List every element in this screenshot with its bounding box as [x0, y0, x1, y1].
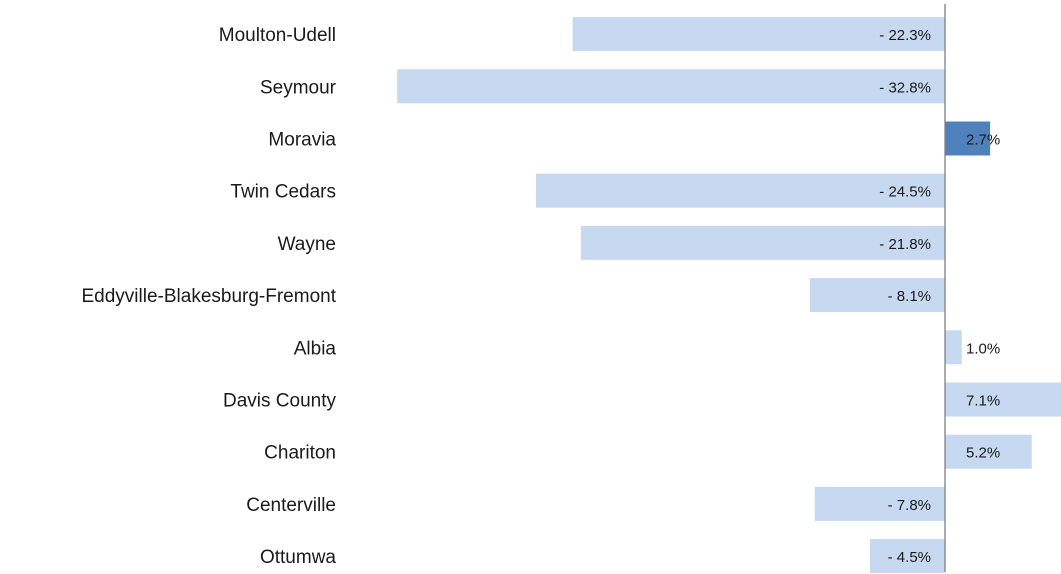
- category-label: Twin Cedars: [230, 182, 336, 203]
- value-label: 1.0%: [966, 340, 1000, 357]
- category-label: Eddyville-Blakesburg-Fremont: [82, 286, 337, 307]
- category-label: Chariton: [264, 443, 336, 464]
- value-label: 2.7%: [966, 132, 1000, 149]
- bar-moulton-udell: [572, 17, 945, 52]
- value-label: - 21.8%: [879, 236, 931, 253]
- bar-twin-cedars: [535, 173, 945, 208]
- bar-seymour: [397, 69, 945, 104]
- category-label: Ottumwa: [260, 547, 336, 568]
- value-label: 5.2%: [966, 445, 1000, 462]
- category-label: Davis County: [223, 391, 336, 412]
- bar-albia: [945, 330, 962, 365]
- value-label: - 4.5%: [888, 549, 931, 566]
- bars-group: [397, 17, 1061, 574]
- category-label: Centerville: [246, 495, 336, 516]
- bar-centerville: [814, 486, 945, 521]
- value-label: - 8.1%: [888, 288, 931, 305]
- bar-ottumwa: [869, 539, 945, 574]
- bar-eddyville-blakesburg-fremont: [809, 278, 945, 313]
- value-label: 7.1%: [966, 393, 1000, 410]
- category-label: Wayne: [278, 234, 336, 255]
- category-labels-group: Moulton-Udell Seymour Moravia Twin Cedars Wa…: [82, 25, 337, 568]
- bar-wayne: [580, 225, 945, 260]
- bar-moravia: [945, 121, 991, 156]
- category-label: Moulton-Udell: [219, 25, 336, 46]
- value-labels-group: - 22.3% - 32.8% 2.7% - 24.5% - 21.8% - 8.1% 1.…: [879, 27, 1000, 566]
- category-label: Moravia: [268, 130, 336, 151]
- value-label: - 32.8%: [879, 79, 931, 96]
- value-label: - 7.8%: [888, 497, 931, 514]
- category-label: Seymour: [260, 77, 337, 98]
- category-label: Albia: [294, 338, 337, 359]
- bar-chariton: [945, 434, 1032, 469]
- value-label: - 22.3%: [879, 27, 931, 44]
- value-label: - 24.5%: [879, 184, 931, 201]
- bar-davis-county: [945, 382, 1061, 417]
